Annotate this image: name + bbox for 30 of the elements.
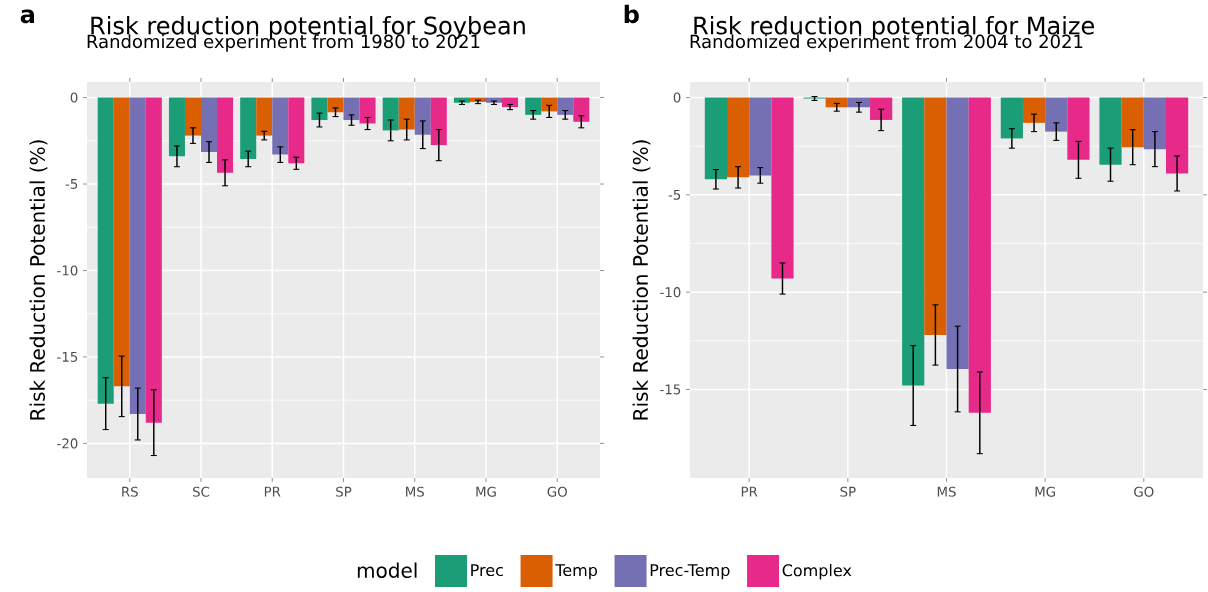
y-tick-label: -15 xyxy=(57,351,78,362)
legend-label: Prec-Temp xyxy=(650,564,730,580)
x-tick-label: SP xyxy=(840,486,856,497)
text: b xyxy=(624,4,639,24)
x-tick-label: GO xyxy=(547,486,567,497)
y-tick-label: 0 xyxy=(70,92,78,103)
x-tick-label: MG xyxy=(476,486,496,497)
legend-label: Temp xyxy=(555,564,598,580)
y-tick-label: -20 xyxy=(57,438,78,449)
y-tick-label: -5 xyxy=(668,189,681,200)
x-tick-label: PR xyxy=(741,486,758,497)
x-tick-label: SC xyxy=(193,486,210,497)
x-tick-label: MS xyxy=(406,486,424,497)
text: a xyxy=(20,9,35,24)
y-tick-label: -10 xyxy=(57,265,78,276)
x-tick-label: MG xyxy=(1035,486,1055,497)
y-tick-label: 0 xyxy=(673,92,681,103)
x-tick-label: GO xyxy=(1134,486,1154,497)
y-tick-label: -10 xyxy=(660,287,681,298)
x-tick-label: RS xyxy=(122,486,138,497)
x-tick-label: PR xyxy=(264,486,281,497)
x-tick-label: MS xyxy=(937,486,956,497)
legend-title: model xyxy=(357,562,417,578)
y-axis-title: Risk Reduction Potential (%) xyxy=(632,140,651,420)
y-tick-label: -5 xyxy=(65,179,78,189)
x-tick-label: SP xyxy=(336,486,352,497)
y-axis-title: Risk Reduction Potential (%) xyxy=(29,140,48,420)
y-tick-label: -15 xyxy=(660,384,681,395)
legend-label: Prec xyxy=(471,564,503,577)
legend-label: Complex xyxy=(782,563,852,580)
